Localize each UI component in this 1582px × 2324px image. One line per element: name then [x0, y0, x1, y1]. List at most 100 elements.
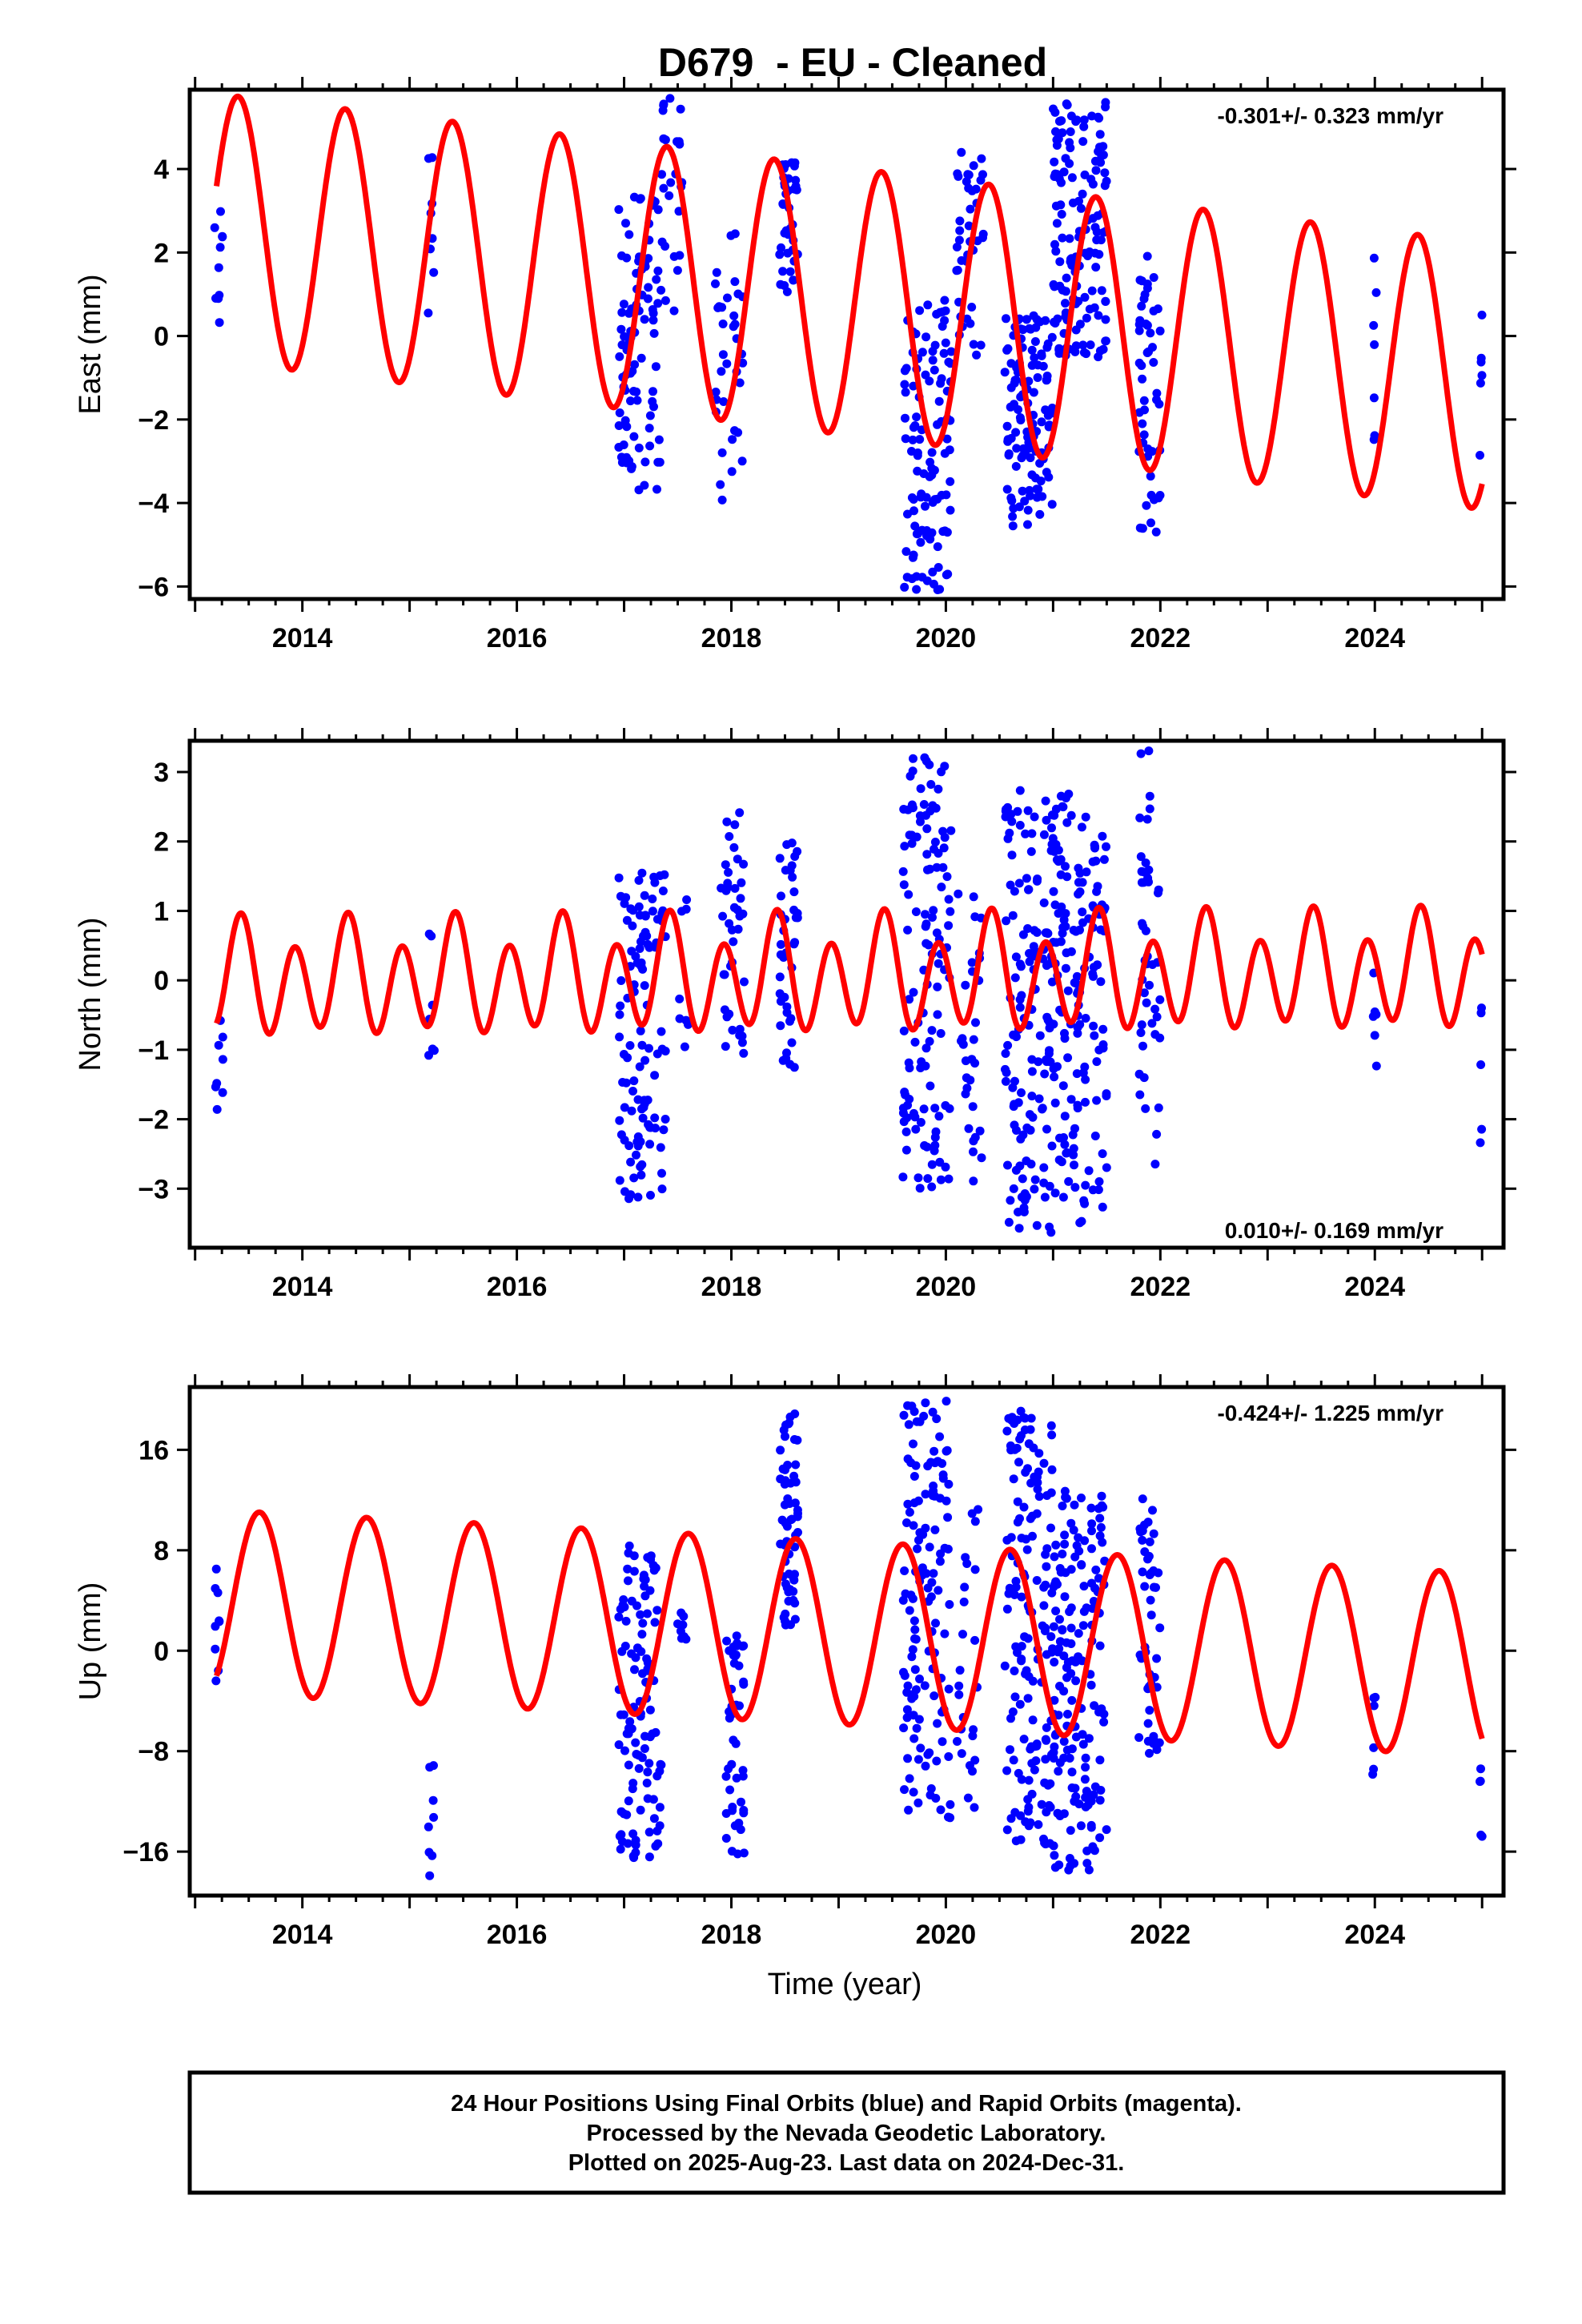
- north-data-point: [622, 915, 632, 925]
- up-data-point: [791, 1460, 801, 1470]
- east-data-point: [967, 303, 977, 312]
- north-data-point: [901, 1145, 911, 1155]
- north-data-point: [919, 1104, 929, 1114]
- up-data-point: [1067, 1767, 1077, 1777]
- up-data-point: [673, 1619, 682, 1629]
- north-data-point: [680, 1042, 689, 1051]
- east-data-point: [713, 303, 723, 312]
- east-data-point: [1139, 430, 1149, 440]
- east-data-point: [1137, 361, 1146, 370]
- up-data-point: [643, 1609, 652, 1618]
- east-data-point: [938, 527, 948, 537]
- up-data-point: [1084, 1865, 1094, 1875]
- up-data-point: [938, 1459, 947, 1468]
- east-data-point: [1051, 247, 1061, 256]
- north-data-point: [728, 1025, 737, 1035]
- north-data-point: [1155, 995, 1165, 1004]
- north-data-point: [723, 879, 733, 888]
- up-data-point: [1067, 1744, 1077, 1754]
- east-data-point: [785, 267, 795, 276]
- up-data-point: [1042, 1723, 1051, 1732]
- up-data-point: [642, 1779, 652, 1787]
- up-data-point: [930, 1525, 940, 1534]
- up-y-tick-label: 16: [139, 1435, 169, 1466]
- north-data-point: [1038, 1104, 1047, 1114]
- up-data-point: [1055, 1614, 1064, 1624]
- up-x-tick-label: 2022: [1130, 1920, 1191, 1950]
- north-data-point: [1025, 957, 1034, 967]
- north-data-point: [1063, 986, 1073, 995]
- east-data-point: [630, 360, 640, 369]
- north-data-point: [903, 1100, 913, 1110]
- east-data-point: [1138, 524, 1147, 533]
- footer-box: 24 Hour Positions Using Final Orbits (bl…: [187, 2070, 1506, 2195]
- east-data-point: [717, 367, 726, 376]
- east-data-point: [921, 501, 930, 511]
- east-data-point: [1025, 485, 1034, 495]
- north-data-point: [1144, 746, 1154, 756]
- east-data-point: [624, 230, 634, 239]
- up-data-point: [1027, 1759, 1037, 1768]
- north-points: [211, 746, 1487, 1237]
- north-data-point: [905, 771, 915, 781]
- north-data-point: [1034, 1094, 1044, 1104]
- north-data-point: [1009, 1102, 1018, 1112]
- up-data-point: [623, 1564, 632, 1574]
- up-data-point: [957, 1749, 966, 1759]
- up-data-point: [1009, 1474, 1018, 1484]
- up-data-point: [725, 1785, 735, 1795]
- east-data-point: [634, 443, 644, 452]
- north-data-point: [1070, 1183, 1080, 1192]
- north-x-tick-label: 2016: [487, 1272, 548, 1302]
- north-data-point: [1094, 1045, 1104, 1055]
- north-data-point: [1047, 977, 1057, 987]
- east-data-point: [1152, 388, 1162, 398]
- east-data-point: [737, 456, 747, 466]
- east-data-point: [936, 379, 946, 388]
- east-data-point: [921, 370, 930, 380]
- north-data-point: [1069, 926, 1078, 935]
- east-data-point: [1032, 485, 1042, 494]
- north-data-point: [922, 1142, 932, 1152]
- up-data-point: [925, 1542, 934, 1552]
- north-data-point: [634, 875, 644, 885]
- east-data-point: [1149, 273, 1158, 282]
- north-data-point: [970, 1132, 980, 1142]
- north-data-point: [1004, 1217, 1014, 1227]
- north-data-point: [1145, 791, 1154, 801]
- east-ylabel: East (mm): [74, 274, 107, 414]
- north-data-point: [637, 1160, 647, 1169]
- north-data-point: [937, 883, 946, 892]
- north-data-point: [785, 866, 795, 875]
- north-data-point: [1019, 1207, 1029, 1216]
- east-data-point: [730, 277, 740, 287]
- east-data-point: [1014, 405, 1023, 414]
- north-data-point: [957, 1036, 966, 1046]
- east-data-point: [935, 308, 945, 317]
- up-data-point: [1042, 1650, 1051, 1659]
- north-data-point: [725, 832, 734, 841]
- north-data-point: [616, 1001, 625, 1011]
- east-data-point: [733, 289, 743, 299]
- up-data-point: [940, 1629, 950, 1638]
- up-data-point: [1097, 1491, 1106, 1501]
- east-data-point: [716, 480, 725, 489]
- up-data-point: [1022, 1666, 1031, 1675]
- up-data-point: [1072, 1541, 1082, 1550]
- up-data-point: [424, 1822, 433, 1831]
- east-data-point: [617, 308, 627, 317]
- east-data-point: [619, 300, 628, 309]
- up-data-point: [912, 1723, 921, 1733]
- north-data-point: [1152, 1129, 1162, 1139]
- north-data-point: [1003, 834, 1013, 843]
- up-data-point: [1041, 1550, 1050, 1559]
- up-data-point: [425, 1871, 435, 1880]
- up-data-point: [1026, 1425, 1035, 1434]
- north-data-point: [1002, 1068, 1011, 1077]
- up-data-point: [1013, 1648, 1022, 1657]
- up-data-point: [953, 1737, 962, 1746]
- east-data-point: [942, 434, 952, 444]
- east-points: [210, 94, 1487, 594]
- up-data-point: [909, 1439, 917, 1449]
- north-data-point: [1073, 1104, 1082, 1113]
